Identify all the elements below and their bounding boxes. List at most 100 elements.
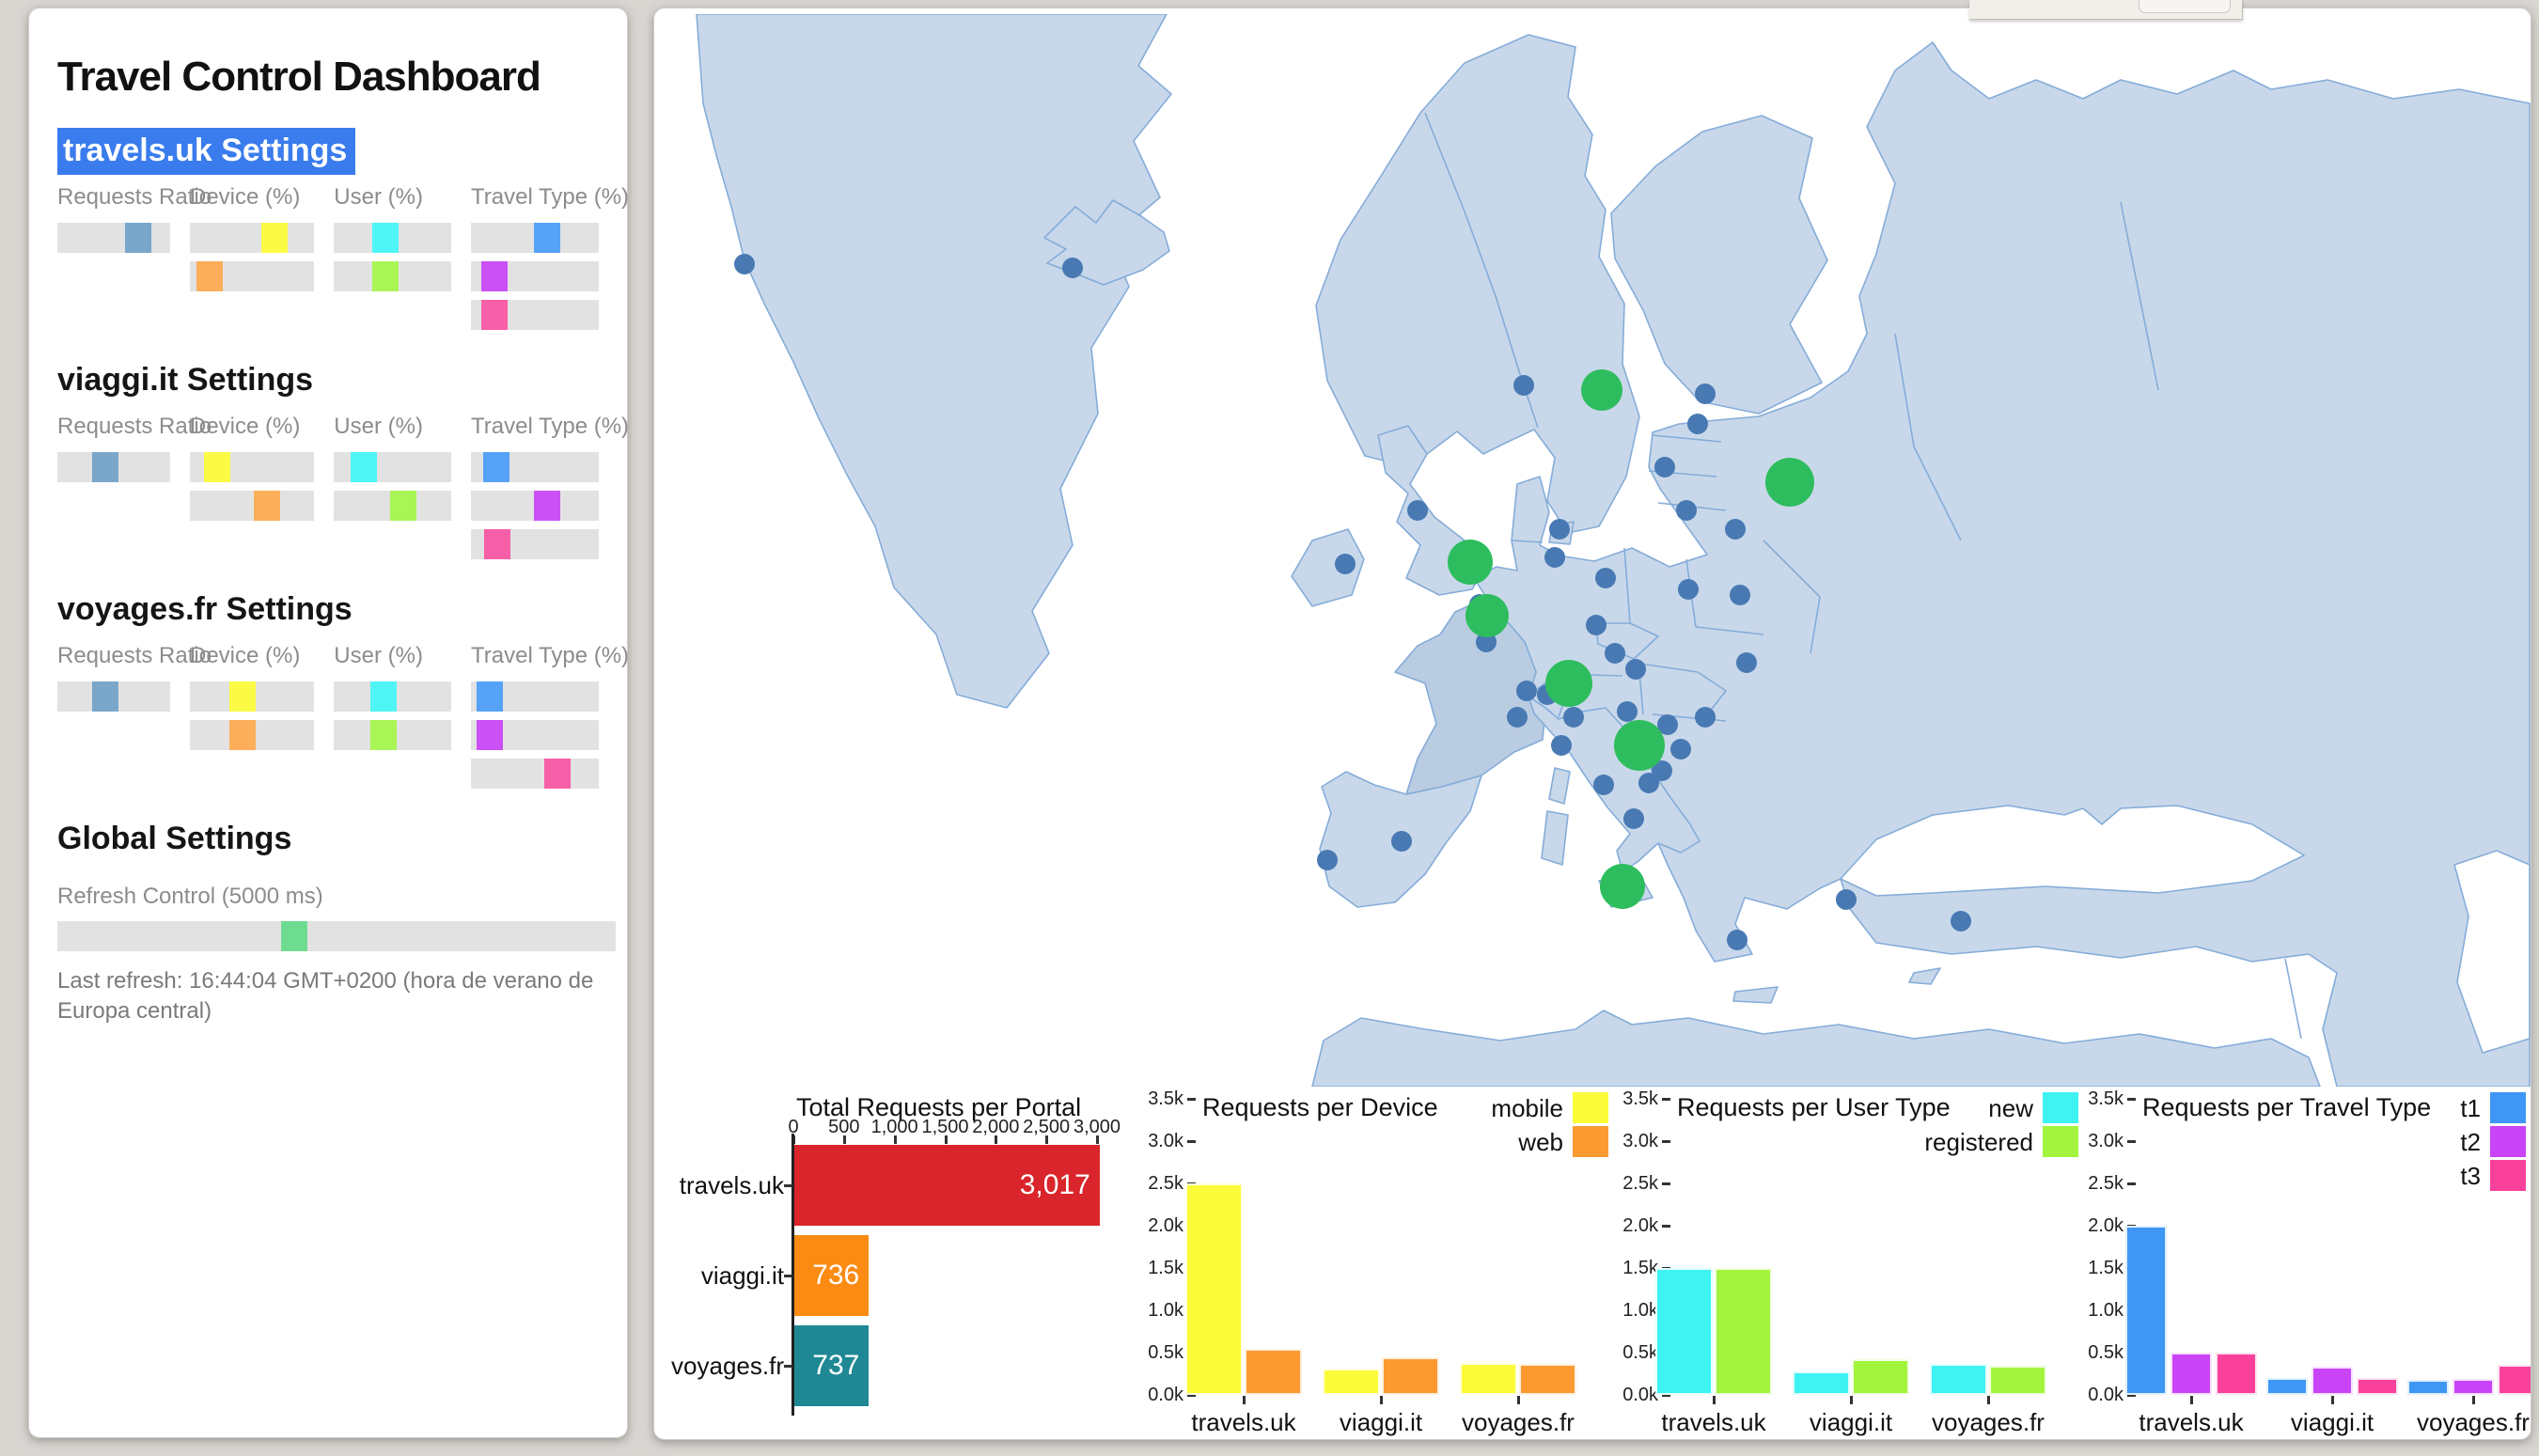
city-bubble-small-17[interactable] (1516, 681, 1537, 701)
slider-thumb[interactable] (533, 223, 560, 253)
slider-thumb[interactable] (390, 491, 417, 521)
city-bubble-small-8[interactable] (1549, 519, 1570, 540)
slider-thumb[interactable] (371, 223, 399, 253)
slider-travel-1[interactable] (471, 720, 599, 750)
city-bubble-small-30[interactable] (1657, 714, 1678, 735)
city-bubble-small-28[interactable] (1391, 831, 1412, 852)
slider-thumb[interactable] (228, 720, 256, 750)
slider-thumb[interactable] (124, 223, 151, 253)
slider-thumb[interactable] (480, 300, 508, 330)
sea-caspian (2453, 850, 2531, 1054)
slider-thumb[interactable] (91, 452, 118, 482)
city-bubble-small-26[interactable] (1407, 500, 1428, 521)
city-bubble-small-16[interactable] (1625, 659, 1646, 680)
legend-label-t2: t2 (2460, 1128, 2481, 1156)
slider-user-0[interactable] (334, 452, 451, 482)
slider-thumb[interactable] (477, 720, 504, 750)
slider-thumb[interactable] (480, 261, 508, 291)
city-bubble-small-7[interactable] (1725, 519, 1746, 540)
y-axis-tick-label: 0.0k (2088, 1385, 2124, 1405)
slider-user-1[interactable] (334, 261, 451, 291)
city-bubble-small-27[interactable] (1335, 554, 1356, 574)
city-bubble-large-2[interactable] (1448, 540, 1493, 585)
slider-device-0[interactable] (190, 681, 315, 712)
slider-thumb[interactable] (91, 681, 118, 712)
slider-ratio-0[interactable] (57, 681, 170, 712)
city-bubble-large-6[interactable] (1600, 864, 1645, 909)
city-bubble-small-25[interactable] (1623, 808, 1644, 829)
city-bubble-large-3[interactable] (1465, 594, 1509, 637)
slider-thumb[interactable] (543, 759, 571, 789)
city-bubble-small-9[interactable] (1544, 547, 1565, 568)
city-bubble-small-14[interactable] (1586, 615, 1606, 635)
city-bubble-small-2[interactable] (1513, 375, 1534, 396)
slider-user-1[interactable] (334, 491, 451, 521)
city-bubble-small-3[interactable] (1695, 384, 1716, 404)
city-bubble-small-4[interactable] (1687, 414, 1708, 434)
city-bubble-small-38[interactable] (1617, 701, 1638, 722)
slider-ratio-0[interactable] (57, 452, 170, 482)
city-bubble-small-15[interactable] (1605, 643, 1625, 664)
slider-travel-0[interactable] (471, 223, 599, 253)
slider-travel-1[interactable] (471, 261, 599, 291)
city-bubble-small-32[interactable] (1670, 739, 1691, 759)
slider-user-1[interactable] (334, 720, 451, 750)
slider-travel-2[interactable] (471, 529, 599, 559)
slider-travel-0[interactable] (471, 681, 599, 712)
city-bubble-small-35[interactable] (1727, 930, 1748, 950)
slider-thumb[interactable] (261, 223, 289, 253)
slider-thumb[interactable] (196, 261, 224, 291)
portal-heading-text: travels.uk Settings (57, 128, 356, 175)
city-bubble-small-37[interactable] (1951, 911, 1971, 932)
slider-ratio-0[interactable] (57, 223, 170, 253)
city-bubble-small-24[interactable] (1593, 775, 1614, 795)
dialog-button-fragment[interactable] (2139, 0, 2231, 13)
city-bubble-small-23[interactable] (1551, 735, 1572, 756)
slider-thumb[interactable] (371, 261, 399, 291)
slider-thumb[interactable] (253, 491, 280, 521)
city-bubble-large-5[interactable] (1614, 720, 1665, 771)
slider-travel-0[interactable] (471, 452, 599, 482)
city-bubble-small-22[interactable] (1563, 707, 1584, 728)
slider-travel-1[interactable] (471, 491, 599, 521)
city-bubble-small-21[interactable] (1507, 707, 1528, 728)
slider-device-0[interactable] (190, 223, 315, 253)
slider-thumb[interactable] (482, 452, 509, 482)
city-bubble-small-5[interactable] (1654, 457, 1675, 478)
city-bubble-small-31[interactable] (1695, 707, 1716, 728)
slider-thumb[interactable] (369, 720, 397, 750)
city-bubble-small-11[interactable] (1678, 579, 1699, 600)
slider-device-1[interactable] (190, 491, 315, 521)
slider-device-0[interactable] (190, 452, 315, 482)
slider-thumb[interactable] (203, 452, 230, 482)
city-bubble-small-10[interactable] (1595, 568, 1616, 588)
slider-user-0[interactable] (334, 681, 451, 712)
slider-thumb[interactable] (369, 681, 397, 712)
slider-travel-2[interactable] (471, 759, 599, 789)
europe-bubble-map[interactable] (654, 14, 2531, 1087)
refresh-slider-thumb[interactable] (280, 921, 307, 951)
slider-device-1[interactable] (190, 720, 315, 750)
refresh-interval-slider[interactable] (57, 921, 616, 951)
slider-device-1[interactable] (190, 261, 315, 291)
city-bubble-large-1[interactable] (1765, 458, 1814, 507)
slider-thumb[interactable] (484, 529, 511, 559)
slider-thumb[interactable] (350, 452, 377, 482)
city-bubble-small-33[interactable] (1652, 760, 1672, 781)
city-bubble-small-36[interactable] (1836, 889, 1857, 910)
city-bubble-small-12[interactable] (1730, 585, 1750, 605)
slider-travel-2[interactable] (471, 300, 599, 330)
slider-thumb[interactable] (533, 491, 560, 521)
slider-thumb[interactable] (228, 681, 256, 712)
slider-thumb[interactable] (477, 681, 504, 712)
city-bubble-small-6[interactable] (1676, 500, 1697, 521)
city-bubble-large-4[interactable] (1545, 660, 1592, 707)
city-bubble-small-0[interactable] (734, 254, 755, 274)
slider-user-0[interactable] (334, 223, 451, 253)
city-bubble-small-29[interactable] (1317, 850, 1338, 870)
city-bubble-small-13[interactable] (1736, 652, 1757, 673)
city-bubble-small-1[interactable] (1062, 258, 1083, 278)
city-bubble-large-0[interactable] (1581, 369, 1622, 411)
country-border-1 (1511, 540, 1544, 543)
city-bubble-small-34[interactable] (1638, 773, 1659, 793)
